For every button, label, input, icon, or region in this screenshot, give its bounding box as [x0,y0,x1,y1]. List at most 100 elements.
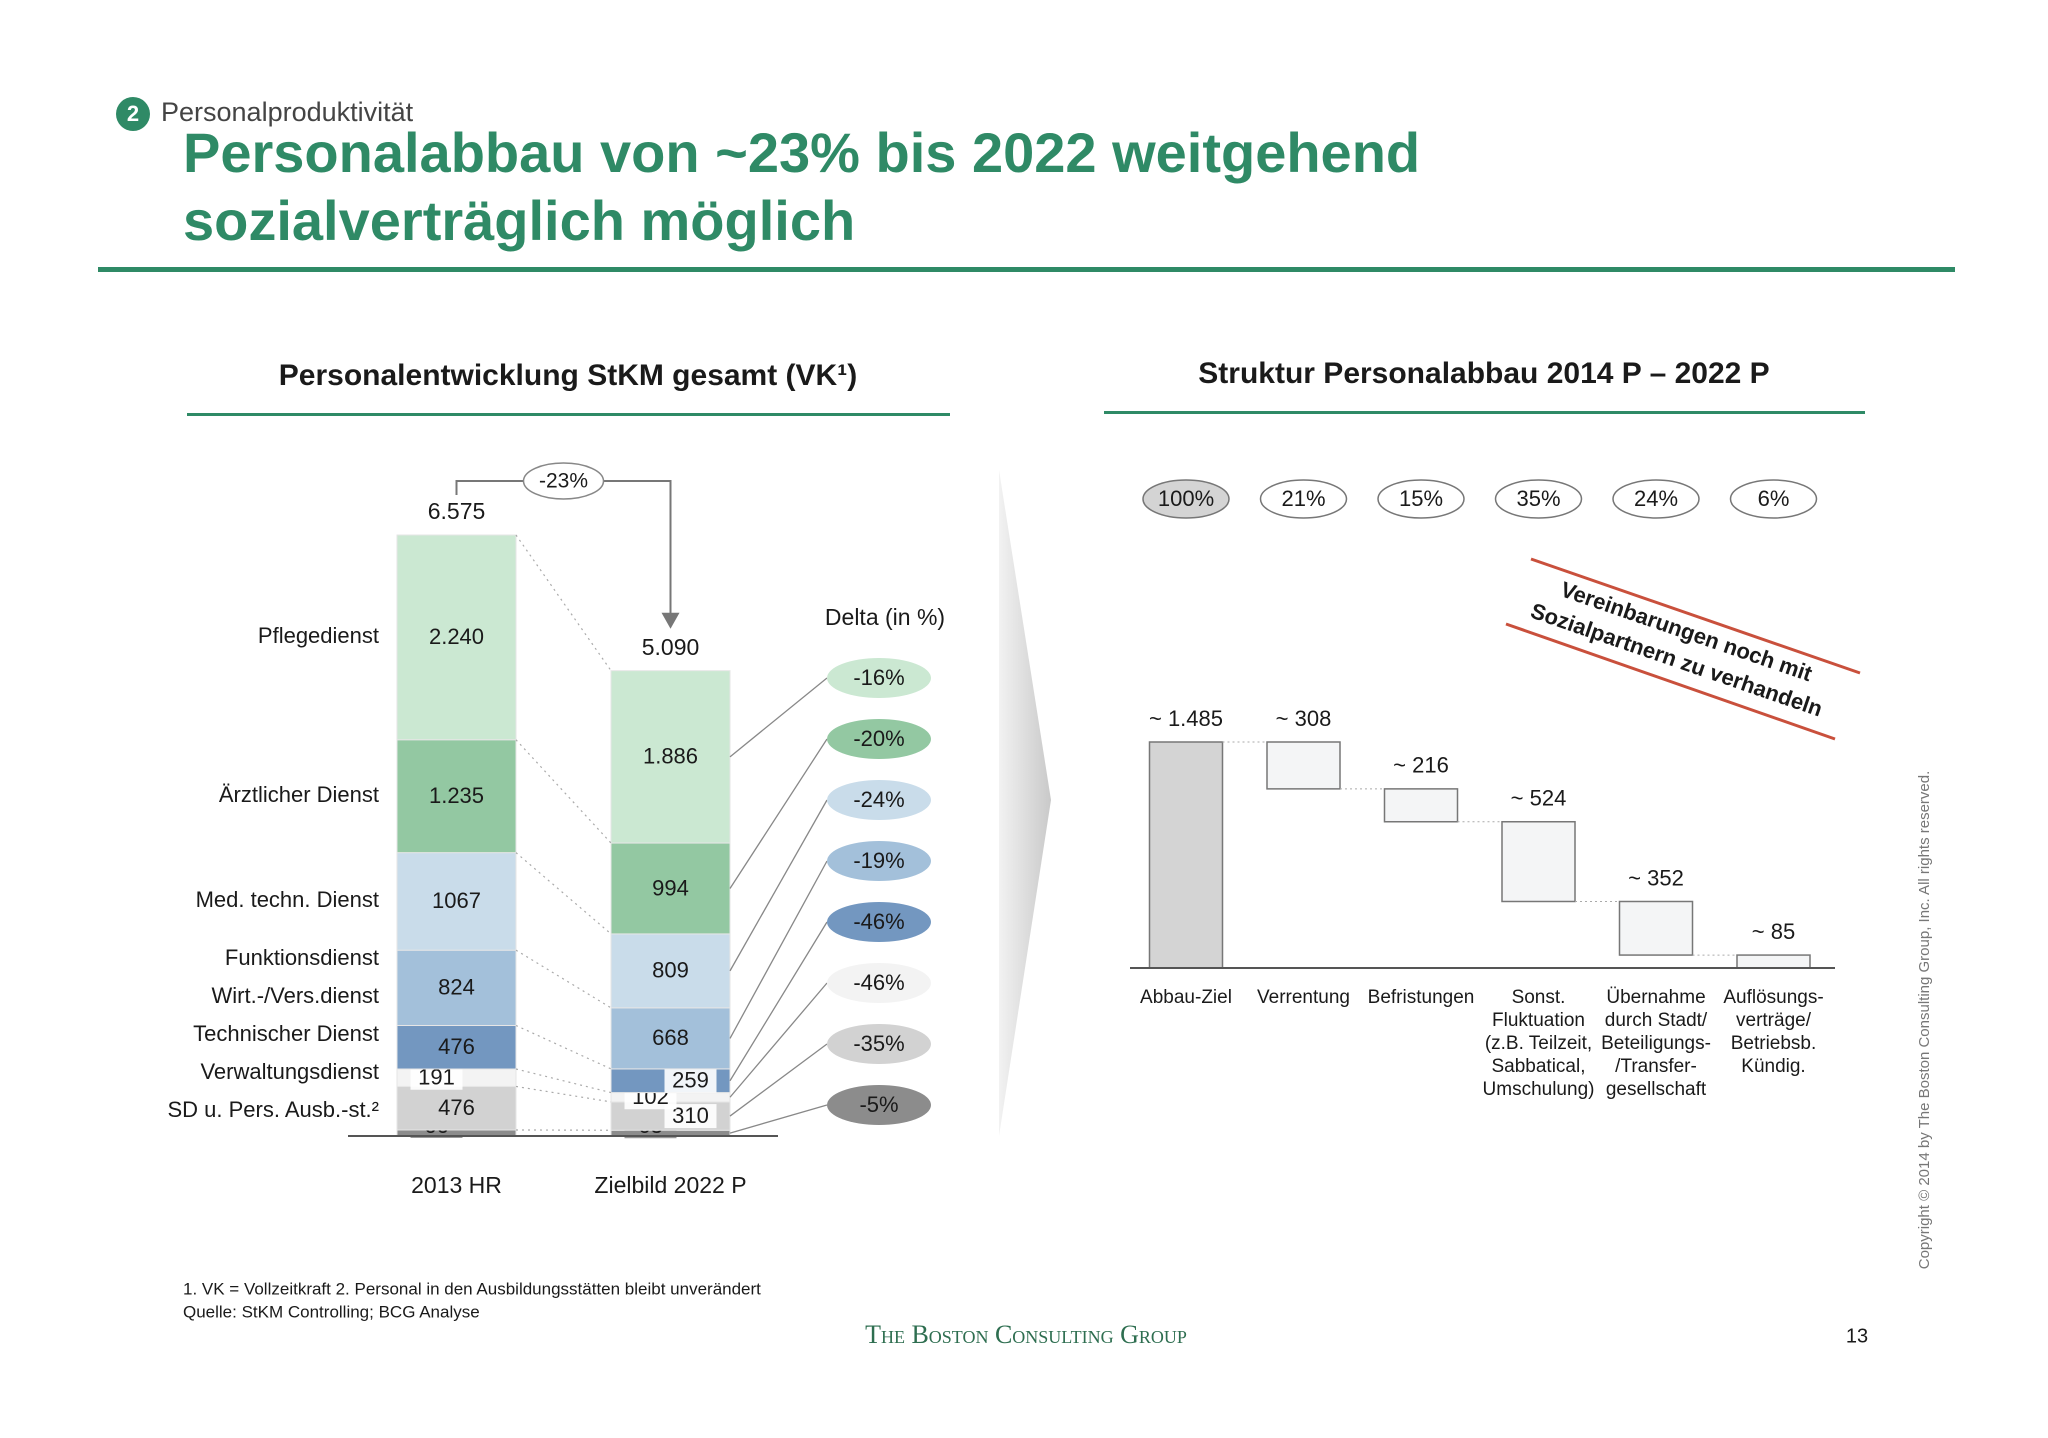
note-line [1530,557,1861,675]
x-tick-label: Übernahme [1606,987,1705,1008]
segment-label: 824 [438,975,475,1000]
delta-connector [729,982,828,1098]
x-tick-label: /Transfer- [1615,1056,1697,1077]
share-label: 100% [1158,486,1214,511]
x-tick-label: Betriebsb. [1731,1033,1817,1054]
kicker: Personalproduktivität [161,97,414,127]
connector [515,1024,612,1070]
total-label: 5.090 [642,634,700,660]
delta-label: -5% [859,1092,898,1117]
change-label: -23% [539,470,588,493]
x-tick-label: Umschulung) [1483,1079,1595,1100]
x-tick-label: Sonst. [1512,987,1566,1008]
delta-badge [827,841,931,881]
delta-badge [827,658,931,698]
delta-badge [827,1024,931,1064]
x-tick-label: Verrentung [1257,987,1350,1008]
series-label: Ärztlicher Dienst [219,782,379,807]
share-badge [1259,479,1348,519]
connector [515,1085,612,1103]
delta-connector [729,677,828,758]
delta-label: -19% [853,848,904,873]
title-line: sozialverträglich möglich [183,189,855,252]
delta-label: -20% [853,726,904,751]
series-label: Pflegedienst [258,623,379,648]
x-tick-label: Kündig. [1741,1056,1805,1077]
delta-connector [729,1104,828,1134]
label-box [664,1068,717,1093]
bar-segment [396,534,517,741]
title-line: Personalabbau von ~23% bis 2022 weitgehe… [183,121,1420,184]
delta-badge [827,902,931,942]
segment-label: 476 [438,1095,475,1120]
delta-label: -46% [853,970,904,995]
x-tick-label: verträge/ [1736,1010,1812,1031]
bar [1383,788,1459,823]
value-label: ~ 308 [1276,706,1332,731]
delta-connector [729,921,828,1082]
segment-label: 1067 [432,888,481,913]
chart-title-rule [187,413,950,416]
delta-connector [729,1043,828,1117]
total-label: 6.575 [428,498,486,524]
bar-segment [396,949,517,1026]
chevron [999,470,1051,1136]
chart-title: Personalentwicklung StKM gesamt (VK¹) [279,359,857,392]
bar-segment [396,852,517,951]
value-label: ~ 352 [1628,865,1684,890]
segment-label: 2.240 [429,624,484,649]
segment-label: 1.886 [643,744,698,769]
delta-label: -16% [853,665,904,690]
delta-label: -46% [853,909,904,934]
share-label: 35% [1516,486,1560,511]
connector [515,739,612,844]
delta-badge [827,719,931,759]
segment-label: 259 [672,1068,709,1093]
label-box [410,1065,463,1090]
page-number: 13 [1846,1325,1868,1347]
chart-title: Struktur Personalabbau 2014 P – 2022 P [1198,357,1769,390]
segment-label: 1.235 [429,783,484,808]
source: Quelle: StKM Controlling; BCG Analyse [183,1302,480,1321]
segment-label: 310 [672,1103,709,1128]
section-number: 2 [127,101,139,126]
connector [515,949,612,1009]
delta-label: -35% [853,1031,904,1056]
share-badge [1377,479,1465,519]
value-label: ~ 85 [1752,919,1795,944]
bar [1266,741,1341,790]
title-rule [98,267,1955,272]
series-label: Med. techn. Dienst [196,887,379,912]
copyright: Copyright © 2014 by The Boston Consultin… [1916,771,1933,1270]
footnote: 1. VK = Vollzeitkraft 2. Personal in den… [183,1279,761,1298]
share-label: 6% [1758,486,1790,511]
share-label: 15% [1399,486,1443,511]
value-label: ~ 216 [1393,753,1449,778]
chart-title-rule [1104,411,1865,414]
connector [515,1068,612,1094]
brand: The Boston Consulting Group [865,1320,1187,1349]
note: Vereinbarungen noch mit Sozialpartnern z… [1528,577,1826,722]
delta-badge [827,963,931,1003]
x-tick-label: (z.B. Teilzeit, [1485,1033,1592,1054]
series-label: Technischer Dienst [193,1021,379,1046]
delta-badge [827,1085,931,1125]
series-label: Wirt.-/Vers.dienst [212,983,379,1008]
x-tick-label: Abbau-Ziel [1140,987,1232,1008]
connector [515,852,612,935]
x-tick-label: Sabbatical, [1491,1056,1585,1077]
bar-segment [610,842,731,935]
x-tick-label: Auflösungs- [1723,987,1823,1008]
delta-label: -24% [853,787,904,812]
change-badge [522,462,605,500]
share-label: 24% [1634,486,1678,511]
share-label: 21% [1281,486,1325,511]
bar-segment [610,1007,731,1070]
bar [1736,954,1811,969]
bar-segment [610,933,731,1009]
bar-segment [396,1085,517,1131]
x-tick-label: Fluktuation [1492,1010,1585,1031]
segment-label: 994 [652,875,689,900]
segment-label: 668 [652,1025,689,1050]
